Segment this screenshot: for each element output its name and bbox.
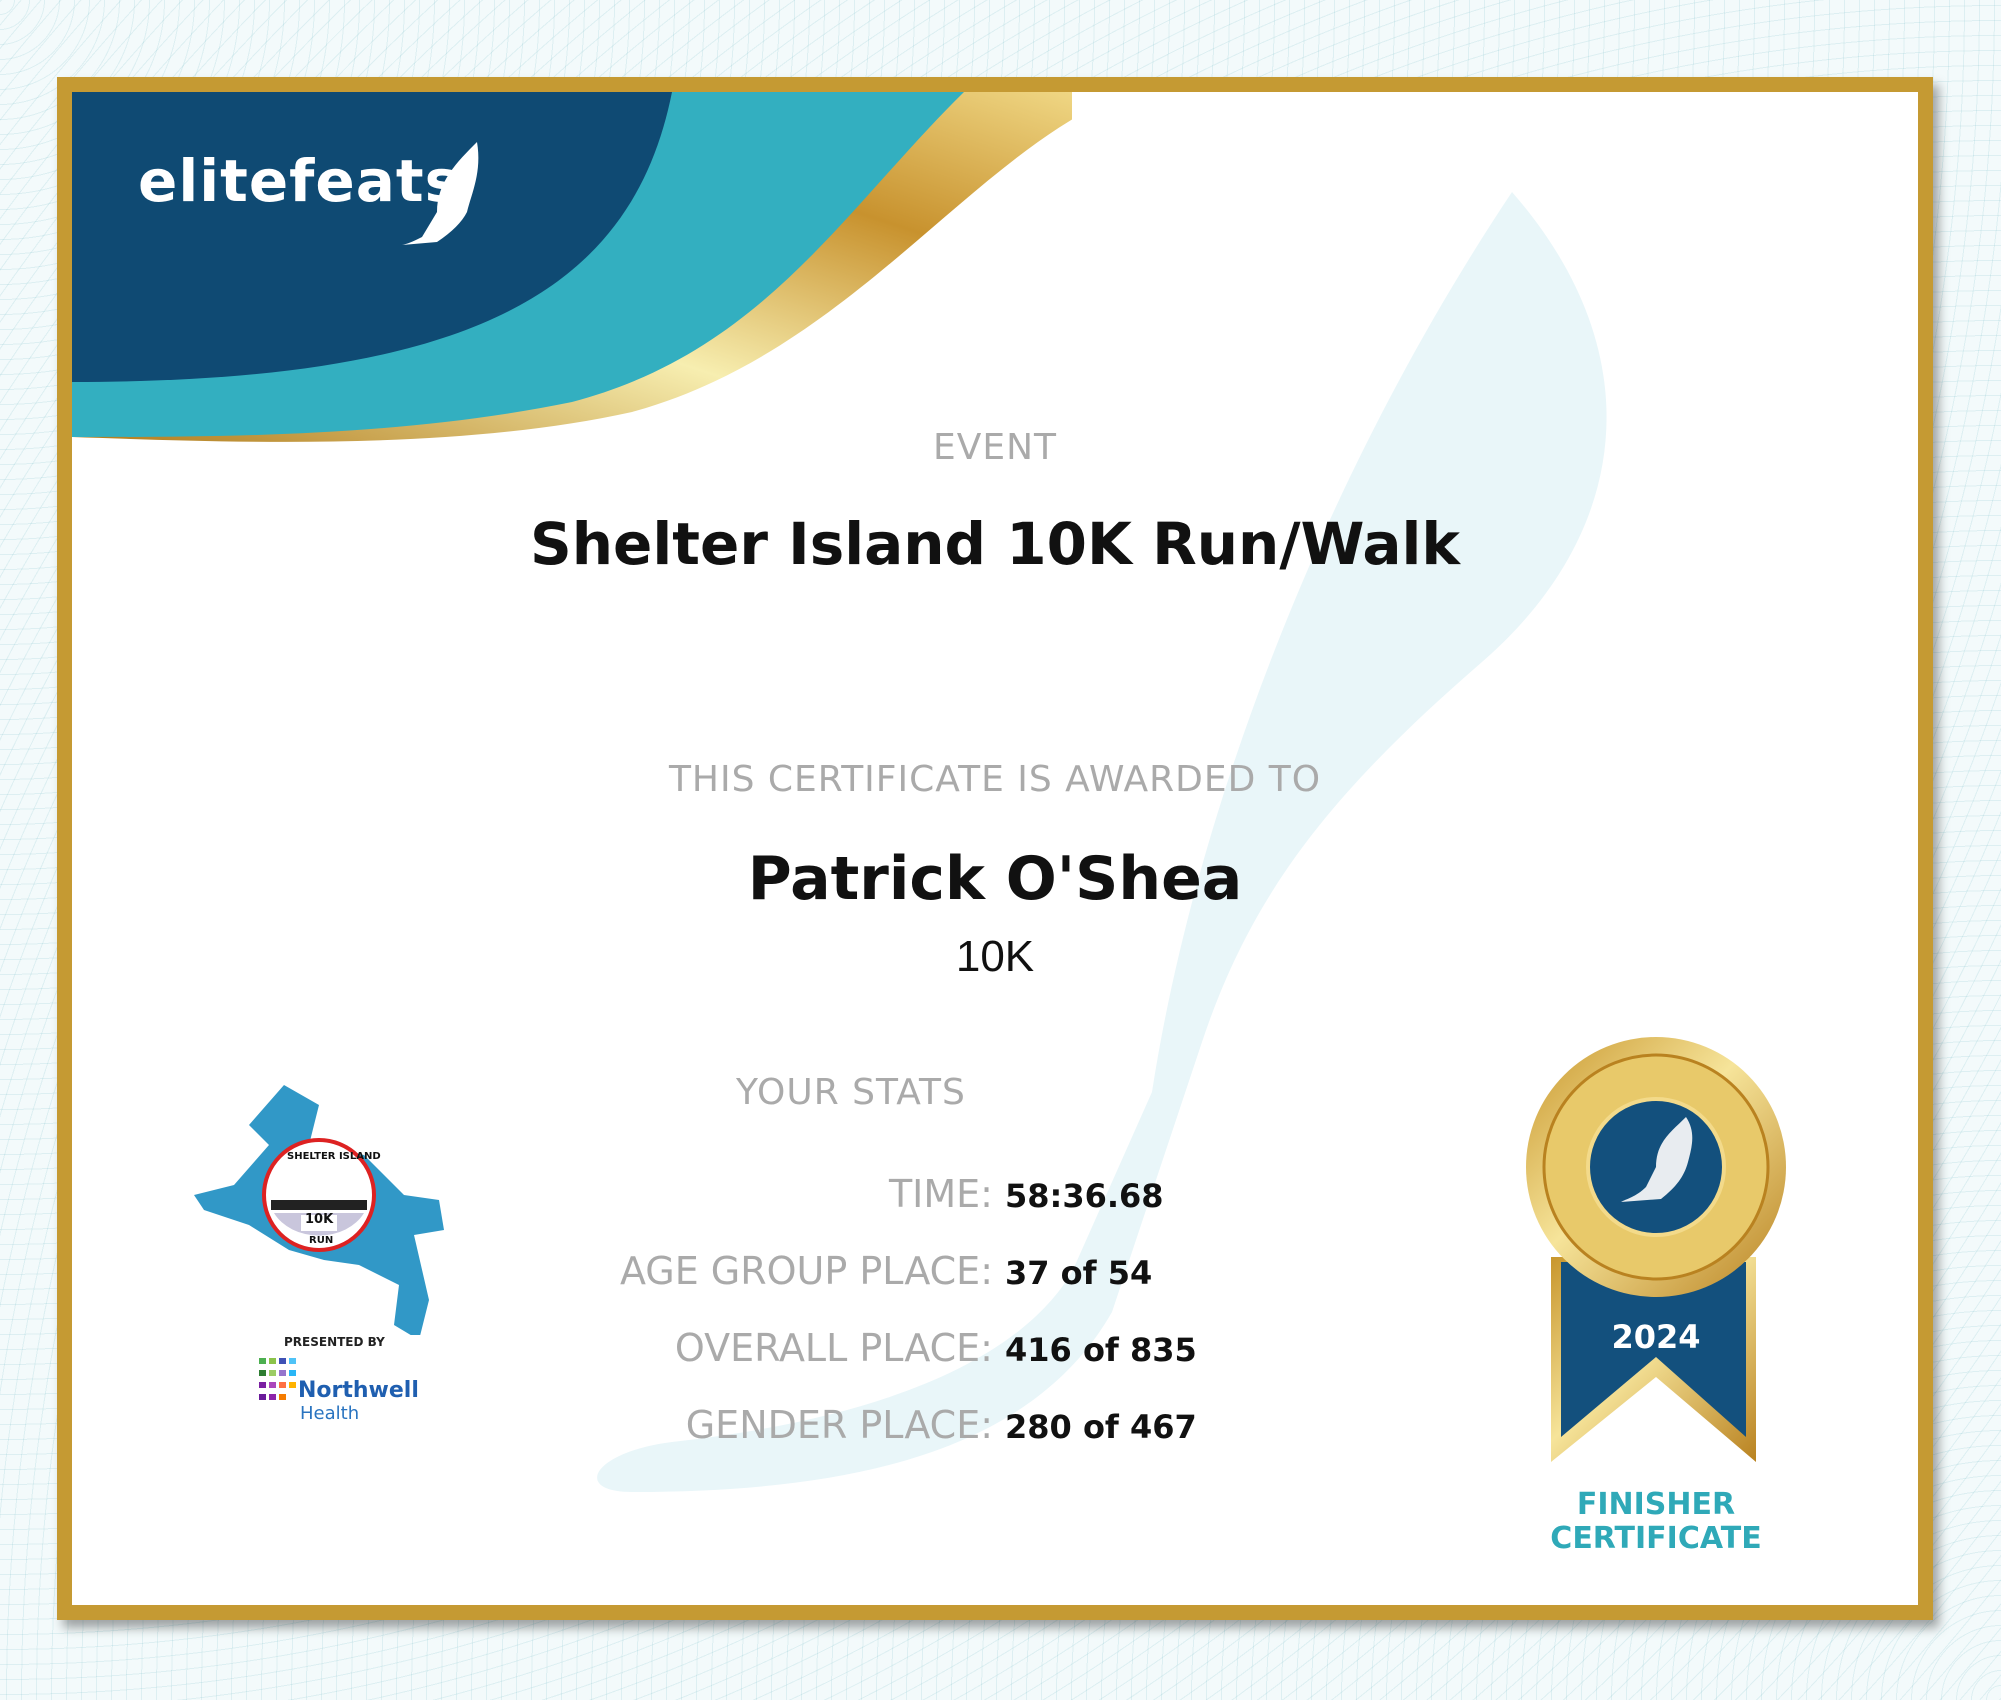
race-distance: 10K — [955, 932, 1035, 981]
shelter-island-map-icon — [194, 1085, 444, 1340]
stat-label-overall: OVERALL PLACE: — [674, 1326, 993, 1370]
stat-label-time: TIME: — [888, 1172, 993, 1216]
sponsor-name: Northwell — [298, 1378, 419, 1403]
race-logo-10k: 10K — [305, 1212, 334, 1227]
stats-labels: TIME: AGE GROUP PLACE: OVERALL PLACE: GE… — [72, 92, 993, 1592]
race-logo-run: RUN — [309, 1235, 334, 1246]
stat-value-time: 58:36.68 — [1005, 1177, 1164, 1215]
race-logo: SHELTER ISLAND 10K RUN PRESENTED BY Nort… — [189, 1085, 479, 1435]
stat-value-age-group: 37 of 54 — [1005, 1254, 1153, 1292]
recipient-name: Patrick O'Shea — [747, 844, 1243, 914]
stat-label-age-group: AGE GROUP PLACE: — [619, 1249, 993, 1293]
stats-heading: YOUR STATS — [736, 1072, 966, 1113]
finisher-caption: FINISHER CERTIFICATE — [1536, 1488, 1776, 1556]
event-name: Shelter Island 10K Run/Walk — [529, 510, 1461, 578]
stat-value-overall: 416 of 835 — [1005, 1331, 1197, 1369]
winged-foot-watermark — [597, 192, 1607, 1492]
certificate-frame: elitefeats EVENT Shelter Island 10K Run/… — [57, 77, 1933, 1620]
presented-by-label: PRESENTED BY — [284, 1335, 385, 1349]
finisher-medal — [1526, 1037, 1786, 1462]
finisher-caption-line1: FINISHER — [1576, 1487, 1736, 1522]
northwell-logo-icon — [259, 1358, 296, 1400]
awarded-to-label: THIS CERTIFICATE IS AWARDED TO — [668, 759, 1322, 800]
winged-foot-icon — [402, 142, 479, 245]
finisher-caption-line2: CERTIFICATE — [1550, 1521, 1762, 1556]
stat-label-gender: GENDER PLACE: — [685, 1403, 993, 1447]
stat-value-gender: 280 of 467 — [1005, 1408, 1197, 1446]
event-label: EVENT — [932, 427, 1058, 468]
elitefeats-logo: elitefeats — [138, 147, 461, 215]
sponsor-sub: Health — [300, 1403, 360, 1424]
header-swoosh — [72, 92, 1072, 442]
medal-year: 2024 — [1611, 1318, 1701, 1356]
race-logo-text: SHELTER ISLAND — [287, 1151, 381, 1162]
